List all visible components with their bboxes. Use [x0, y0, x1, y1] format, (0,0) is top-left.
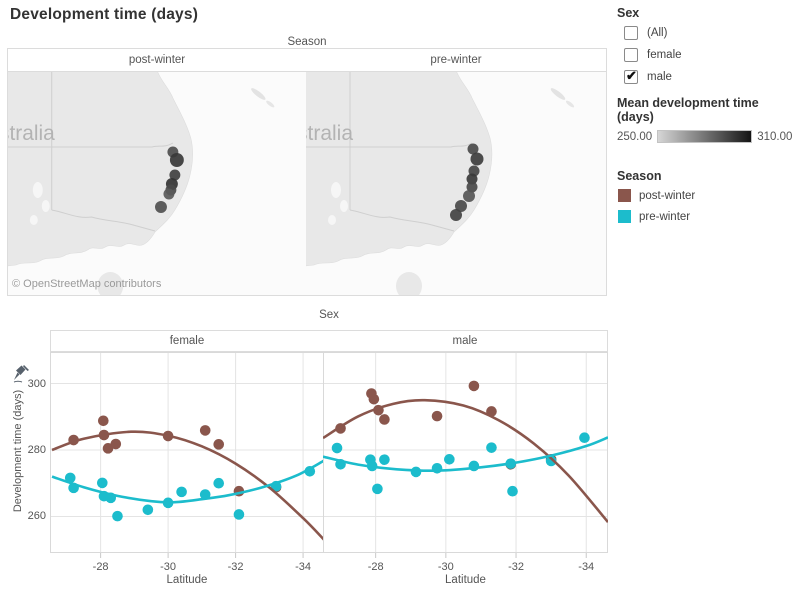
scatter-mark-post-winter[interactable] — [431, 410, 443, 422]
gradient-legend-title: Mean development time (days) — [617, 96, 759, 124]
scatter-mark-pre-winter[interactable] — [64, 472, 76, 484]
svg-text:-28: -28 — [368, 561, 384, 573]
map-mark[interactable] — [450, 209, 462, 221]
filter-option-label: male — [647, 71, 672, 83]
map-mark[interactable] — [155, 201, 167, 213]
filter-option-label: female — [647, 49, 682, 61]
legend-item-label: post-winter — [639, 189, 696, 202]
y-tick-label: 300 — [27, 377, 46, 390]
maps-band-header: Season — [287, 36, 327, 48]
page-title: Development time (days) — [10, 6, 199, 23]
scatter-mark-pre-winter[interactable] — [486, 442, 497, 453]
map-mark[interactable] — [463, 190, 475, 202]
scatter-mark-pre-winter[interactable] — [379, 454, 390, 465]
legend-item-label: pre-winter — [639, 210, 691, 223]
map-column-header-pre-winter: pre-winter — [306, 48, 607, 72]
y-tick-label: 260 — [27, 510, 46, 523]
filter-option-all[interactable]: (All) — [624, 26, 795, 40]
scatter-mark-post-winter[interactable] — [102, 443, 114, 454]
scatter-mark-pre-winter[interactable] — [410, 466, 422, 478]
axis-pin-icon[interactable] — [12, 364, 30, 384]
pre-winter-swatch — [618, 210, 631, 223]
gradient-max-label: 310.00 — [757, 130, 793, 143]
map-mark[interactable] — [470, 152, 484, 166]
scatter-mark-pre-winter[interactable] — [142, 504, 154, 516]
filter-option-label: (All) — [647, 27, 668, 39]
scatter-panel-female[interactable]: -28 -30 -32 -34 Latitude — [50, 352, 324, 585]
legend-sidebar: Sex (All) female ✔ male Mean development… — [612, 0, 795, 599]
scatter-mark-post-winter[interactable] — [213, 439, 225, 450]
scatter-mark-pre-winter[interactable] — [112, 510, 123, 522]
x-axis-title: Latitude — [167, 574, 208, 585]
post-winter-swatch — [618, 189, 631, 202]
svg-text:-32: -32 — [228, 561, 244, 573]
scatter-mark-pre-winter[interactable] — [545, 455, 557, 467]
scatter-mark-pre-winter[interactable] — [444, 454, 455, 465]
filter-title: Sex — [617, 6, 640, 20]
y-tick-label: 280 — [27, 444, 46, 456]
scatter-mark-pre-winter[interactable] — [331, 442, 343, 454]
scatter-panel-male[interactable]: -28 -30 -32 -34 Latitude — [323, 352, 608, 585]
season-legend: Season post-winter pre-winter — [617, 169, 795, 223]
scatter-band-header: Sex — [319, 309, 339, 321]
map-mark[interactable] — [163, 188, 175, 200]
svg-text:-30: -30 — [160, 561, 176, 573]
map-mark[interactable] — [466, 173, 478, 185]
svg-text:-28: -28 — [93, 561, 109, 573]
scatter-mark-pre-winter[interactable] — [579, 432, 590, 444]
filter-option-male[interactable]: ✔ male — [624, 68, 795, 84]
scatter-mark-pre-winter[interactable] — [176, 486, 187, 498]
legend-item-pre-winter[interactable]: pre-winter — [618, 210, 795, 223]
map-mark[interactable] — [169, 169, 181, 181]
map-column-header-post-winter: post-winter — [7, 48, 307, 72]
map-mark[interactable] — [169, 153, 184, 167]
map-mark[interactable] — [466, 181, 478, 193]
svg-text:-30: -30 — [438, 561, 454, 573]
filter-option-female[interactable]: female — [624, 48, 795, 62]
legend-item-post-winter[interactable]: post-winter — [618, 189, 795, 202]
scatter-mark-pre-winter[interactable] — [372, 483, 383, 495]
checkbox[interactable] — [624, 48, 638, 62]
svg-text:-34: -34 — [295, 561, 311, 573]
scatter-mark-post-winter[interactable] — [199, 425, 211, 436]
map-mark[interactable] — [467, 143, 479, 155]
scatter-column-header-female: female — [50, 330, 324, 352]
scatter-mark-pre-winter[interactable] — [213, 477, 225, 489]
gradient-bar — [657, 130, 753, 143]
scatter-mark-pre-winter[interactable] — [507, 485, 518, 497]
scatter-mark-pre-winter[interactable] — [431, 462, 443, 474]
scatter-mark-post-winter[interactable] — [379, 414, 390, 425]
svg-text:-34: -34 — [578, 561, 594, 573]
gradient-min-label: 250.00 — [617, 130, 653, 143]
svg-text:-32: -32 — [508, 561, 524, 573]
gradient-legend: Mean development time (days) 250.00 310.… — [617, 96, 795, 143]
openstreetmap-attribution: © OpenStreetMap contributors — [12, 278, 162, 290]
scatter-column-header-male: male — [323, 330, 608, 352]
scatter-mark-pre-winter[interactable] — [97, 477, 108, 489]
scatter-mark-post-winter[interactable] — [98, 415, 109, 427]
checkmark-icon: ✔ — [626, 68, 637, 83]
scatter-mark-pre-winter[interactable] — [233, 509, 245, 520]
season-legend-title: Season — [617, 169, 662, 183]
scatter-mark-post-winter[interactable] — [368, 393, 380, 405]
checkbox[interactable]: ✔ — [624, 68, 638, 84]
map-mark[interactable] — [455, 200, 467, 212]
scatter-mark-post-winter[interactable] — [468, 380, 480, 392]
checkbox[interactable] — [624, 26, 638, 40]
x-axis-title: Latitude — [445, 574, 486, 585]
scatter-mark-post-winter[interactable] — [110, 438, 122, 450]
